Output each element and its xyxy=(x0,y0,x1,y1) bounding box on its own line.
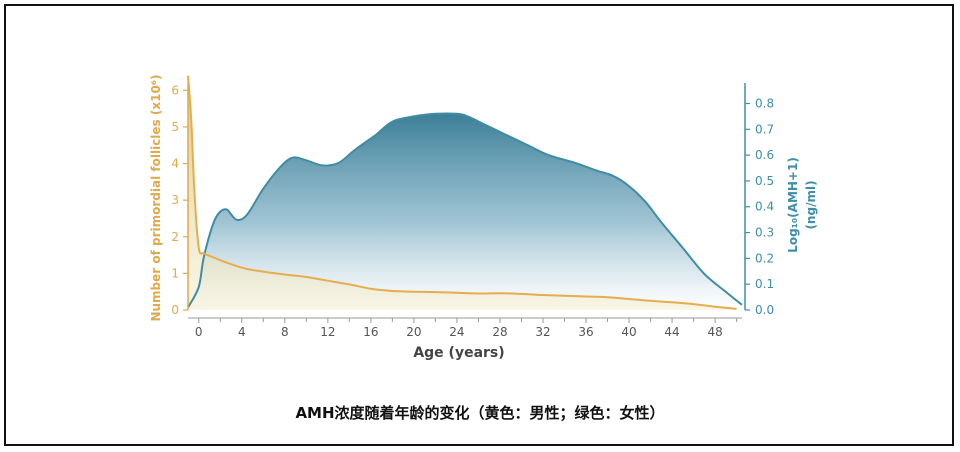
follicle-line xyxy=(187,75,737,310)
x-tick-label: 12 xyxy=(320,325,335,339)
x-tick-label: 32 xyxy=(535,325,550,339)
x-tick-label: 28 xyxy=(492,325,507,339)
left-tick-label: 4 xyxy=(171,157,179,171)
x-tick-label: 16 xyxy=(363,325,378,339)
x-tick-label: 20 xyxy=(406,325,421,339)
x-tick-label: 36 xyxy=(578,325,593,339)
right-tick-label: 0.4 xyxy=(755,200,774,214)
x-tick-label: 40 xyxy=(621,325,636,339)
amh-line xyxy=(187,112,743,308)
right-tick-label: 0.0 xyxy=(755,303,774,317)
x-tick-label: 48 xyxy=(707,325,722,339)
left-tick-label: 3 xyxy=(171,193,179,207)
right-axis-label-unit: (ng/ml) xyxy=(804,180,818,229)
left-tick-label: 1 xyxy=(171,266,179,280)
right-tick-label: 0.1 xyxy=(755,277,774,291)
right-tick-label: 0.7 xyxy=(755,122,774,136)
right-tick-label: 0.8 xyxy=(755,96,774,110)
follicle-area xyxy=(188,75,737,310)
left-tick-label: 2 xyxy=(171,230,179,244)
x-tick-label: 4 xyxy=(238,325,246,339)
left-tick-label: 5 xyxy=(171,120,179,134)
left-axis-label: Number of primordial follicles (x10⁶) xyxy=(149,74,163,321)
left-tick-label: 0 xyxy=(171,303,179,317)
x-tick-label: 44 xyxy=(664,325,679,339)
x-axis-label: Age (years) xyxy=(413,345,504,361)
x-tick-label: 24 xyxy=(449,325,464,339)
x-tick-label: 8 xyxy=(281,325,289,339)
left-tick-label: 6 xyxy=(171,83,179,97)
right-tick-label: 0.5 xyxy=(755,174,774,188)
figure-caption: AMH浓度随着年龄的变化（黄色：男性；绿色：女性） xyxy=(295,404,665,422)
right-tick-label: 0.3 xyxy=(755,226,774,240)
right-axis-label-main: Log₁₀(AMH+1) xyxy=(786,157,800,253)
right-tick-label: 0.6 xyxy=(755,148,774,162)
amh-area xyxy=(188,113,742,310)
x-tick-label: 0 xyxy=(195,325,203,339)
right-tick-label: 0.2 xyxy=(755,251,774,265)
